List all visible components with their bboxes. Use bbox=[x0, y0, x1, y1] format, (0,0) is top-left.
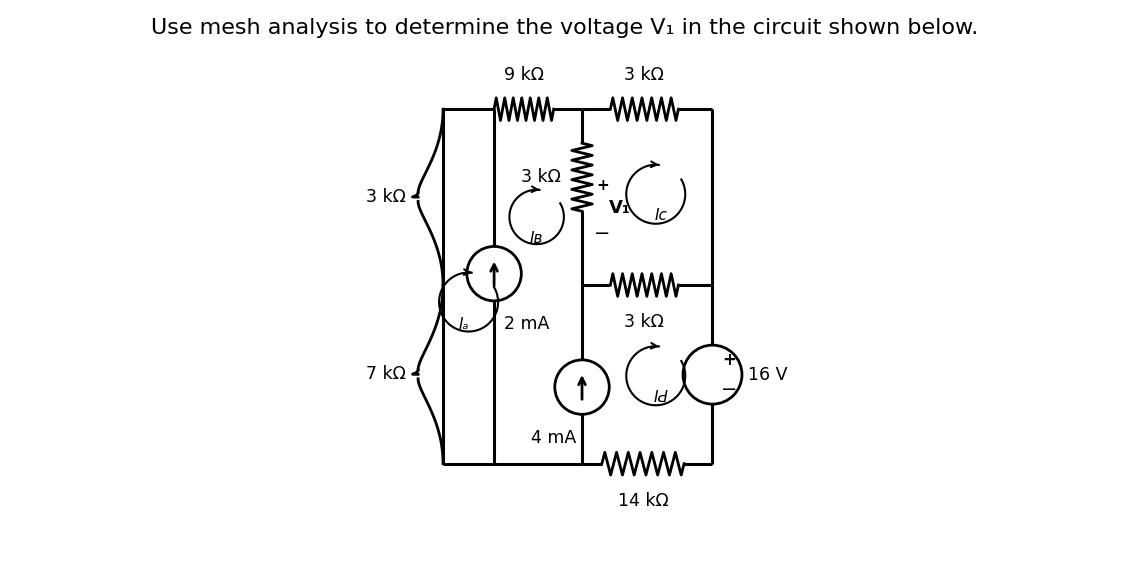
Text: +: + bbox=[596, 178, 609, 193]
Text: Use mesh analysis to determine the voltage V₁ in the circuit shown below.: Use mesh analysis to determine the volta… bbox=[151, 18, 979, 38]
Text: −: − bbox=[721, 380, 737, 399]
Text: 3 kΩ: 3 kΩ bbox=[366, 188, 406, 206]
Text: −: − bbox=[594, 225, 610, 243]
Text: 2 mA: 2 mA bbox=[504, 315, 549, 332]
Text: Iₐ: Iₐ bbox=[459, 317, 469, 332]
Text: 4 mA: 4 mA bbox=[531, 429, 576, 447]
Text: 3 kΩ: 3 kΩ bbox=[625, 313, 664, 331]
Text: 14 kΩ: 14 kΩ bbox=[618, 491, 668, 510]
Text: V₁: V₁ bbox=[609, 200, 631, 217]
Text: 7 kΩ: 7 kΩ bbox=[366, 365, 406, 384]
Text: 16 V: 16 V bbox=[748, 365, 788, 384]
Text: +: + bbox=[722, 351, 736, 369]
Text: 9 kΩ: 9 kΩ bbox=[504, 66, 544, 84]
Text: IԀ: IԀ bbox=[654, 390, 669, 405]
Text: Iᴄ: Iᴄ bbox=[655, 208, 668, 223]
Text: Iʙ: Iʙ bbox=[530, 231, 544, 246]
Text: 3 kΩ: 3 kΩ bbox=[521, 168, 560, 186]
Text: 3 kΩ: 3 kΩ bbox=[625, 66, 664, 84]
